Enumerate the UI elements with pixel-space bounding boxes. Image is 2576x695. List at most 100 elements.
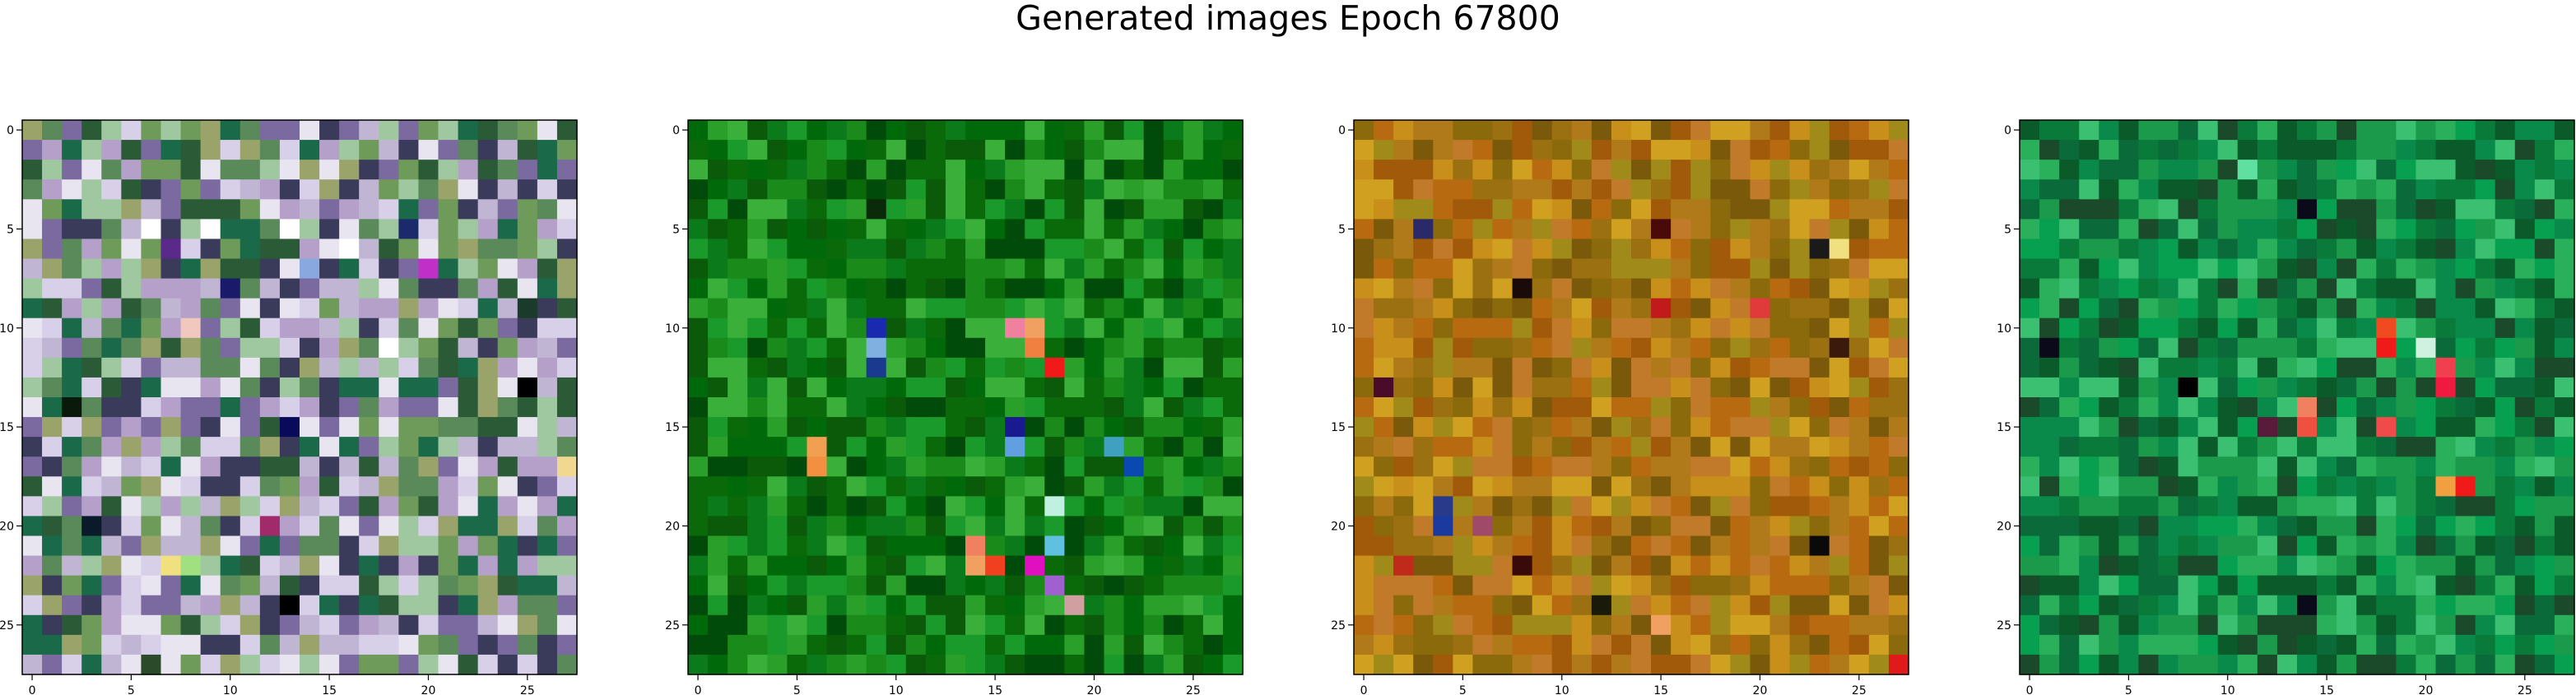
heatmap-cell [300,555,320,577]
heatmap-cell [1651,199,1672,220]
heatmap-cell [477,160,499,180]
heatmap-cell [1123,456,1145,477]
heatmap-cell [379,239,399,260]
heatmap-cell [1163,476,1184,497]
heatmap-cell [2317,317,2337,339]
heatmap-cell [2495,160,2516,180]
heatmap-cell [121,219,142,240]
heatmap-cell [1044,219,1065,240]
heatmap-cell [1433,199,1453,220]
heatmap-cell [517,120,538,141]
x-tick-label: 0 [1360,684,1368,695]
heatmap-cell [1769,595,1791,616]
heatmap-cell [1690,298,1711,319]
heatmap-cell [1472,595,1494,616]
heatmap-cell [160,298,182,319]
heatmap-cell [2356,516,2377,537]
heatmap-cell [2197,654,2219,675]
heatmap-cell [2376,258,2397,280]
heatmap-cell [200,575,221,596]
heatmap-cell [787,456,808,477]
heatmap-cell [747,120,768,141]
heatmap-cell [121,239,142,260]
heatmap-cell [1143,595,1165,616]
heatmap-cell [886,140,907,160]
heatmap-cell [537,516,558,537]
heatmap-cell [477,120,499,141]
heatmap-cell [2276,456,2298,477]
heatmap-cell [2416,634,2437,656]
heatmap-cell [965,555,986,577]
heatmap-cell [1571,219,1593,240]
heatmap-cell [2237,377,2258,398]
heatmap-cell [1492,555,1514,577]
heatmap-cell [2356,496,2377,517]
heatmap-cell [2534,140,2555,160]
heatmap-cell [160,219,182,240]
heatmap-cell [1789,357,1811,378]
heatmap-cell [1025,179,1045,200]
x-tick-label: 15 [988,684,1002,695]
heatmap-cell [1611,357,1632,378]
heatmap-cell [1868,555,1890,577]
heatmap-cell [239,575,261,596]
heatmap-cell [1591,337,1612,359]
heatmap-cell [767,258,788,280]
heatmap-cell [1044,278,1065,299]
heatmap-cell [1710,555,1731,577]
heatmap-cell [866,199,887,220]
heatmap-cell [379,317,399,339]
heatmap-cell [379,456,399,477]
heatmap-cell [688,298,709,319]
heatmap-cell [1571,357,1593,378]
heatmap-cell [2337,595,2357,616]
heatmap-cell [2435,417,2457,438]
heatmap-cell [1769,535,1791,557]
heatmap-cell [379,298,399,319]
heatmap-cell [438,160,459,180]
heatmap-cell [418,456,439,477]
heatmap-cell [1123,595,1145,616]
heatmap-cell [121,397,142,418]
heatmap-cell [1809,357,1830,378]
heatmap-cell [1413,219,1434,240]
heatmap-cell [1512,140,1533,160]
heatmap-cell [1671,298,1691,319]
heatmap-cell [1433,317,1453,339]
heatmap-cell [708,575,728,596]
heatmap-cell [826,437,848,457]
heatmap-cell [1413,535,1434,557]
heatmap-cell [81,634,102,656]
heatmap-cell [2178,417,2199,438]
heatmap-cell [398,199,420,220]
heatmap-cell [1202,298,1224,319]
heatmap-cell [1413,298,1434,319]
heatmap-cell [866,595,887,616]
heatmap-cell [2118,417,2140,438]
heatmap-cell [2118,337,2140,359]
heatmap-cell [1163,456,1184,477]
heatmap-cell [556,437,578,457]
heatmap-cell [1183,437,1204,457]
heatmap-cell [1005,298,1025,319]
heatmap-cell [747,595,768,616]
heatmap-cell [359,239,379,260]
heatmap-cell [728,456,748,477]
heatmap-cell [141,595,162,616]
heatmap-cell [2099,377,2119,398]
heatmap-cell [1769,219,1791,240]
heatmap-cell [2416,278,2437,299]
heatmap-cell [2099,120,2119,141]
heatmap-cell [279,357,300,378]
heatmap-cell [1044,317,1065,339]
heatmap-cell [1571,140,1593,160]
heatmap-cell [807,140,828,160]
heatmap-cell [259,357,281,378]
heatmap-cell [2495,496,2516,517]
heatmap-cell [1848,417,1870,438]
heatmap-cell [886,456,907,477]
heatmap-cell [2455,239,2476,260]
heatmap-cell [2039,555,2060,577]
heatmap-cell [42,278,63,299]
heatmap-cell [2376,120,2397,141]
